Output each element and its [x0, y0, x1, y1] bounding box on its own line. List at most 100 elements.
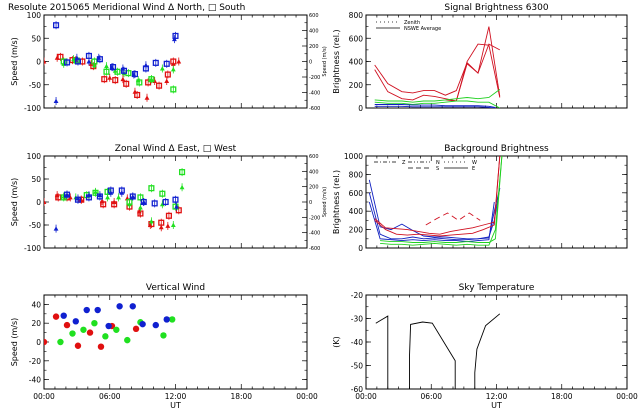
data-point-red-north	[144, 95, 150, 100]
data-point-blue-west	[63, 191, 71, 198]
data-point-blue-west	[129, 193, 136, 200]
y-tick-label: 0	[36, 58, 41, 67]
data-point-red	[97, 343, 105, 350]
series-line-blue-2	[374, 105, 496, 108]
data-point-blue	[83, 306, 90, 314]
data-point-red	[63, 321, 71, 329]
x-tick-label: 12:00	[486, 392, 508, 401]
chart-title: Vertical Wind	[146, 283, 205, 293]
legend-label: N	[436, 160, 440, 166]
data-point-blue-north	[86, 59, 92, 64]
chart-title: Signal Brightness 6300	[444, 3, 548, 13]
x-tick-label: 00:00	[355, 392, 377, 401]
data-point-blue-south	[120, 67, 128, 74]
data-point-blue-south	[142, 65, 149, 72]
data-point-green-north	[170, 67, 176, 72]
series-line-1	[409, 321, 456, 389]
series-line-green-2	[374, 100, 501, 108]
data-point-blue-west	[107, 187, 114, 194]
data-point-blue-south	[85, 52, 92, 59]
y-axis-label: Speed (m/s)	[10, 37, 19, 86]
y-right-tick-label: 200	[309, 185, 319, 191]
y-right-tick-label: -200	[309, 215, 320, 221]
series-line-2	[474, 313, 501, 389]
data-point-blue-north	[172, 36, 177, 42]
data-point-red-south	[57, 53, 64, 60]
data-point-red-east	[165, 223, 171, 228]
y-axis-label: Speed (m/s)	[10, 178, 19, 227]
data-point-green	[57, 338, 64, 346]
series-line-blue-3	[368, 201, 495, 243]
series-line-green-2	[380, 156, 503, 246]
y-right-tick-label: -600	[309, 246, 320, 252]
legend-label: E	[472, 166, 475, 172]
data-point-red	[44, 338, 48, 346]
data-point-green-south	[103, 68, 110, 75]
data-point-green-south	[60, 58, 67, 65]
data-point-green	[169, 316, 176, 323]
y-tick-label: 20	[31, 319, 41, 328]
panel-background: Background Brightness 0 200 400 600 800 1000Br…	[332, 144, 628, 253]
chart-title: Background Brightness	[444, 144, 549, 154]
plot-area	[44, 303, 176, 350]
y-axis-label: Brightness (rel.)	[332, 29, 341, 93]
chart-title: Sky Temperature	[459, 283, 535, 293]
legend-label: Zenith	[404, 20, 420, 26]
data-point-blue-west	[85, 194, 92, 201]
series-line-blue-1	[374, 104, 496, 108]
data-point-red-west	[100, 201, 107, 208]
chart-title: Zonal Wind Δ East, □ West	[115, 144, 237, 154]
data-point-red-south	[156, 82, 163, 89]
y-tick-label: -50	[29, 221, 41, 230]
data-point-green-south	[148, 185, 155, 192]
data-point-green	[91, 320, 98, 327]
data-point-red-west	[158, 219, 165, 226]
data-point-green-north	[159, 66, 165, 71]
data-point-blue-south	[96, 56, 103, 63]
series-line-green-1	[374, 89, 501, 103]
series-line-red-1	[374, 43, 501, 96]
data-point-green	[113, 326, 120, 333]
data-point-red	[86, 329, 94, 336]
data-point-green-south	[148, 76, 155, 83]
data-point-blue-west	[118, 187, 125, 194]
plot-frame	[43, 294, 308, 390]
data-point-blue-east	[53, 226, 59, 231]
data-point-red-south	[134, 91, 141, 99]
data-point-red-west	[55, 194, 62, 201]
series-line-blue-1	[368, 179, 501, 240]
data-point-blue	[139, 320, 146, 328]
panel-zonal: Zonal Wind Δ East, □ West -100 -50 0 50 100 Sp…	[10, 144, 328, 253]
y-tick-label: 0	[358, 244, 363, 253]
data-point-red	[74, 342, 82, 349]
data-point-blue-west	[96, 193, 103, 200]
y-right-tick-label: 400	[309, 29, 319, 35]
y-axis-label: Speed (m/s)	[10, 318, 19, 367]
data-point-red-south	[145, 79, 152, 86]
y-tick-label: -20	[351, 291, 363, 300]
data-point-blue-south	[152, 59, 159, 66]
x-tick-label: 00:00	[616, 392, 638, 401]
data-point-blue-south	[172, 32, 179, 39]
y-right-axis-label: Speed (m/s)	[322, 46, 328, 76]
x-tick-label: 12:00	[165, 392, 187, 401]
plot-area	[368, 156, 503, 246]
data-point-green-east	[116, 195, 121, 200]
chart-title: Resolute 2015065 Meridional Wind Δ North…	[8, 3, 245, 13]
data-point-blue-west	[172, 196, 179, 203]
y-tick-label: -50	[351, 362, 363, 371]
y-tick-label: -40	[351, 338, 363, 347]
data-point-red-east	[44, 199, 47, 204]
y-right-tick-label: -400	[309, 91, 320, 97]
plot-frame	[365, 294, 628, 390]
y-right-tick-label: -400	[309, 231, 320, 237]
panel-vertical: Vertical Wind 00:00 06:00 12:00 18:00 00:00 UT…	[10, 283, 318, 410]
y-tick-label: 50	[31, 175, 41, 184]
data-point-green	[80, 326, 87, 333]
data-point-green-south	[136, 79, 143, 86]
data-point-red-south	[123, 80, 130, 87]
series-line-blue-2	[368, 188, 501, 241]
data-point-green-south	[104, 188, 111, 195]
y-tick-label: -40	[29, 376, 41, 385]
x-tick-label: 00:00	[33, 392, 55, 401]
